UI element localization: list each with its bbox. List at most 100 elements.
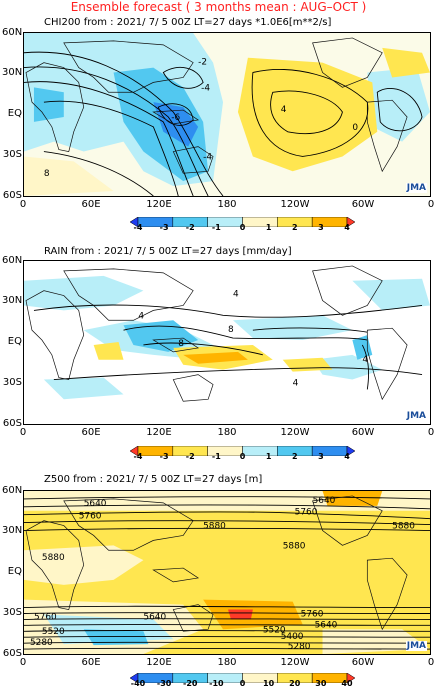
lon-label-60w: 60W	[351, 427, 375, 438]
lon-label-120w: 120W	[280, 199, 310, 210]
colorbar-tick-label: 4	[344, 223, 350, 232]
panel-title-rain: RAIN from : 2021/ 7/ 5 00Z LT=27 days [m…	[44, 246, 292, 257]
colorbar-tick-label: 30	[315, 679, 327, 688]
colorbar-swatch	[346, 445, 356, 457]
colorbar-swatch	[346, 672, 356, 684]
lon-label-120w: 120W	[280, 657, 310, 668]
lat-label-30s: 30S	[2, 607, 22, 618]
lon-label-120e: 120E	[146, 427, 172, 438]
panel-title-chi200: CHI200 from : 2021/ 7/ 5 00Z LT=27 days …	[44, 17, 332, 28]
lat-label-30s: 30S	[2, 377, 22, 388]
colorbar-tick-label: 0	[239, 223, 246, 232]
lat-label-eq: EQ	[7, 108, 22, 119]
contour-label: 5880	[283, 541, 306, 551]
contour-label: 4	[138, 311, 144, 321]
colorbar-swatch	[242, 216, 278, 228]
colorbar-tick-label: 40	[341, 679, 353, 688]
contour-label: 5880	[203, 522, 226, 532]
colorbar-tick-label: -3	[159, 223, 169, 232]
lat-label-30s: 30S	[2, 149, 22, 160]
colorbar-tick-label: -2	[185, 452, 195, 461]
colorbar-tick-label: -4	[133, 223, 143, 232]
contour-label: 8	[228, 325, 234, 335]
contour-label: -4	[203, 152, 212, 162]
contour-label: 5520	[263, 625, 286, 635]
lon-label-120e: 120E	[146, 657, 172, 668]
colorbar-tick-label: -40	[130, 679, 146, 688]
colorbar-tick-label: 1	[265, 223, 272, 232]
page-title: Ensemble forecast ( 3 months mean : AUG–…	[70, 0, 367, 14]
lon-label-60e: 60E	[81, 427, 101, 438]
colorbar-tick-label: 0	[239, 452, 246, 461]
colorbar-tick-label: 1	[265, 452, 272, 461]
z500-colorbar	[129, 668, 356, 684]
lon-label-0: 0	[19, 657, 27, 668]
lat-label-30n: 30N	[2, 295, 23, 306]
lat-label-30n: 30N	[2, 67, 23, 78]
rain-map: 4 8 4 8 4 4 JMA	[23, 260, 431, 425]
lon-label-180: 180	[217, 657, 237, 668]
panel-title-z500: Z500 from : 2021/ 7/ 5 00Z LT=27 days [m…	[44, 474, 263, 485]
contour-label: 5760	[34, 612, 57, 622]
lat-label-60s: 60S	[2, 418, 22, 429]
lon-label-0-end: 0	[427, 199, 435, 210]
colorbar-tick-label: 10	[263, 679, 275, 688]
contour-label: 5760	[79, 512, 102, 522]
colorbar-tick-label: -1	[211, 452, 221, 461]
contour-label: 4	[293, 378, 299, 388]
chi200-colorbar	[129, 212, 356, 228]
contour-label: 5400	[281, 632, 304, 642]
jma-logo: JMA	[405, 641, 427, 651]
colorbar-tick-label: 2	[291, 223, 298, 232]
lat-label-60s: 60S	[2, 648, 22, 659]
contour-label: 5640	[313, 496, 336, 506]
contour-label: 8	[178, 339, 184, 349]
lat-label-60n: 60N	[2, 27, 23, 38]
contour-label: 5640	[143, 612, 166, 622]
lat-label-eq: EQ	[7, 336, 22, 347]
colorbar-tick-label: -1	[211, 223, 221, 232]
colorbar-tick-label: 0	[239, 679, 246, 688]
jma-logo: JMA	[405, 411, 427, 421]
lon-label-120e: 120E	[146, 199, 172, 210]
lon-label-60e: 60E	[81, 657, 101, 668]
contour-label: 0	[352, 123, 358, 133]
lon-label-0: 0	[19, 199, 27, 210]
colorbar-tick-label: -2	[185, 223, 195, 232]
chi200-map: -2 -4 -6 -4 8 4 0 JMA	[23, 32, 431, 197]
lon-label-0-end: 0	[427, 657, 435, 668]
lat-label-eq: EQ	[7, 566, 22, 577]
lon-label-0-end: 0	[427, 427, 435, 438]
jma-logo: JMA	[405, 183, 427, 193]
contour-label: 5880	[42, 553, 65, 563]
colorbar-tick-label: 2	[291, 452, 298, 461]
lon-label-120w: 120W	[280, 427, 310, 438]
lat-label-30n: 30N	[2, 525, 23, 536]
contour-label: 5280	[30, 638, 53, 648]
colorbar-tick-label: 4	[344, 452, 350, 461]
contour-label: 4	[362, 355, 368, 365]
lat-label-60s: 60S	[2, 190, 22, 201]
colorbar-tick-label: -10	[209, 679, 224, 688]
contour-label: 5640	[315, 620, 338, 630]
contour-label: 5280	[288, 642, 311, 652]
colorbar-swatch	[346, 216, 356, 228]
lon-label-180: 180	[217, 199, 237, 210]
z500-map: 5640 5760 5640 5760 5880 5880 5880 5880 …	[23, 490, 431, 655]
colorbar-tick-label: -20	[183, 679, 198, 688]
colorbar-tick-label: -3	[159, 452, 169, 461]
lon-label-0: 0	[19, 427, 27, 438]
lon-label-60w: 60W	[351, 657, 375, 668]
lon-label-180: 180	[217, 427, 237, 438]
contour-label: -6	[171, 113, 180, 123]
contour-label: 5760	[295, 508, 318, 518]
contour-label: -2	[198, 58, 207, 68]
colorbar-tick-label: 3	[318, 452, 324, 461]
contour-label: -4	[201, 83, 210, 93]
colorbar-tick-label: 3	[318, 223, 324, 232]
contour-label: 8	[44, 169, 50, 179]
lat-label-60n: 60N	[2, 485, 23, 496]
contour-label: 5520	[42, 627, 65, 637]
colorbar-tick-label: 20	[289, 679, 301, 688]
contour-label: 4	[281, 105, 287, 115]
